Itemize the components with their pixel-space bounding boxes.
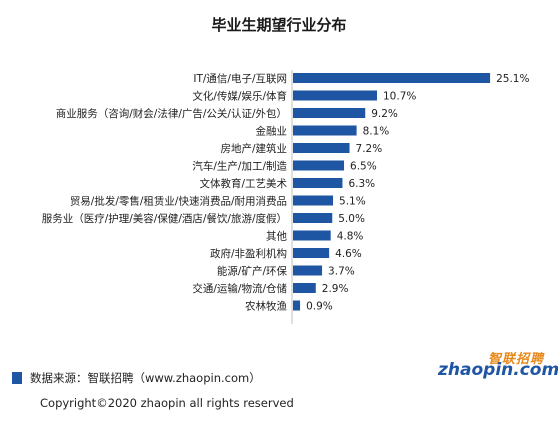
bar	[293, 73, 491, 83]
value-label: 5.0%	[338, 213, 365, 225]
value-label: 4.6%	[335, 248, 362, 260]
value-label: 4.8%	[337, 231, 364, 243]
bar	[293, 283, 316, 293]
bar	[293, 300, 301, 311]
value-label: 10.7%	[383, 91, 416, 103]
source-text: 数据来源：智联招聘（www.zhaopin.com）	[30, 371, 261, 385]
value-label: 9.2%	[371, 108, 398, 120]
bar	[293, 108, 366, 118]
category-label: 能源/矿产/环保	[217, 265, 288, 278]
bar	[293, 248, 330, 258]
value-label: 3.7%	[328, 266, 355, 278]
value-label: 8.1%	[363, 126, 390, 138]
bar	[293, 160, 345, 171]
source-row: 数据来源：智联招聘（www.zhaopin.com）	[12, 370, 261, 386]
bar	[293, 90, 378, 101]
bar	[293, 213, 333, 223]
value-label: 6.5%	[350, 161, 377, 173]
category-label: 其他	[266, 230, 287, 243]
bars-layer: IT/通信/电子/互联网 25.1% 文化/传媒/娱乐/体育 10.7% 商业服务（咨询…	[42, 72, 530, 313]
value-label: 0.9%	[306, 301, 333, 313]
category-label: 政府/非盈利机构	[210, 247, 287, 260]
logo-en-text: zhaopin.com	[438, 360, 558, 380]
chart-title: 毕业生期望行业分布	[211, 16, 347, 34]
category-label: 汽车/生产/加工/制造	[192, 160, 287, 173]
copyright-text: Copyright©2020 zhaopin all rights reserv…	[40, 396, 294, 410]
bar-chart: IT/通信/电子/互联网 25.1% 文化/传媒/娱乐/体育 10.7% 商业服务（咨询…	[42, 70, 530, 324]
bar	[293, 143, 350, 153]
bar	[293, 230, 331, 241]
category-label: 文化/传媒/娱乐/体育	[192, 90, 287, 103]
value-label: 5.1%	[339, 196, 366, 208]
value-label: 6.3%	[348, 178, 375, 190]
value-label: 7.2%	[356, 143, 383, 155]
zhaopin-logo: 智联招聘 zhaopin.com	[438, 348, 558, 388]
source-marker-icon	[12, 372, 22, 384]
bar	[293, 195, 334, 206]
category-label: IT/通信/电子/互联网	[193, 72, 287, 85]
category-label: 农林牧渔	[245, 300, 287, 313]
category-label: 交通/运输/物流/仓储	[192, 282, 287, 295]
category-label: 商业服务（咨询/财会/法律/广告/公关/认证/外包）	[56, 107, 287, 120]
category-label: 金融业	[256, 125, 288, 138]
bar	[293, 178, 343, 188]
category-label: 服务业（医疗/护理/美容/保健/酒店/餐饮/旅游/度假）	[42, 212, 287, 225]
logo-cn-text: 智联招聘	[487, 352, 544, 367]
category-label: 房地产/建筑业	[220, 142, 287, 155]
value-label: 25.1%	[496, 73, 529, 85]
value-label: 2.9%	[322, 283, 349, 295]
bar	[293, 125, 357, 136]
bar	[293, 265, 323, 276]
category-label: 贸易/批发/零售/租赁业/快速消费品/耐用消费品	[70, 195, 287, 208]
category-label: 文体教育/工艺美术	[199, 177, 287, 190]
